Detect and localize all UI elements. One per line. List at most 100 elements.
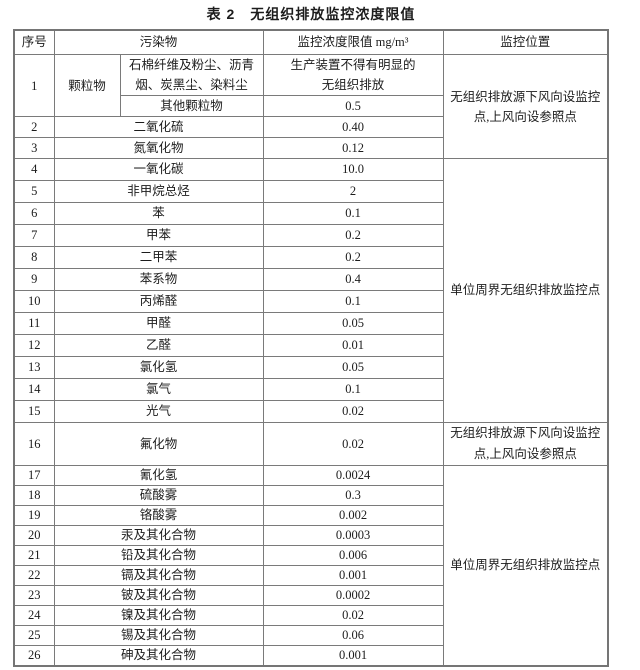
row-no: 12 [13,334,55,357]
col-header-limit: 监控浓度限值 mg/m³ [262,29,444,55]
pollutant-category: 颗粒物 [53,54,121,117]
table-row: 15 光气 0.02 [13,400,608,423]
row-no: 2 [13,116,55,138]
table-title: 表 2 无组织排放监控浓度限值 [206,6,416,22]
limit-value: 0.0002 [262,585,444,606]
pollutant-name: 氮氧化物 [53,137,264,159]
pollutant-name: 砷及其化合物 [53,645,264,667]
table-row: 4 一氧化碳 10.0 单位周界无组织排放监控点 [13,158,609,423]
row-no: 17 [13,465,55,486]
row-no: 22 [13,565,55,586]
limit-value: 0.01 [262,334,444,357]
table-row: 16 氟化物 0.02 无组织排放源下风向设监控点,上风向设参照点 [13,422,609,466]
row-no: 14 [13,378,55,401]
row-no: 5 [13,180,55,203]
col-header-location: 监控位置 [442,29,609,55]
row-no: 19 [13,505,55,526]
row-no: 13 [13,356,55,379]
pollutant-name: 二氧化硫 [53,116,264,138]
row-no: 24 [13,605,55,626]
location-cell: 单位周界无组织排放监控点 [442,465,609,667]
pollutant-name: 甲醛 [53,312,264,335]
row-no: 20 [13,525,55,546]
table-row: 20 汞及其化合物 0.0003 [13,525,608,546]
limit-value: 0.1 [262,378,444,401]
row-no: 6 [13,202,55,225]
limit-value: 0.02 [262,422,444,466]
table-row: 8 二甲苯 0.2 [13,246,608,269]
row-no: 8 [13,246,55,269]
row-no: 26 [13,645,55,667]
limit-value: 0.05 [262,356,444,379]
pollutant-name: 铬酸雾 [53,505,264,526]
header-row: 序号 污染物 监控浓度限值 mg/m³ 监控位置 [13,29,609,55]
limit-value: 0.02 [262,605,444,626]
limit-value: 0.2 [262,224,444,247]
pollutant-name: 乙醛 [53,334,264,357]
limit-value: 0.1 [262,290,444,313]
limit-value: 0.5 [262,95,444,117]
emission-limits-table: 序号 污染物 监控浓度限值 mg/m³ 监控位置 1 颗粒物 石棉纤维及粉尘、沥… [13,29,610,667]
pollutant-name: 镉及其化合物 [53,565,264,586]
pollutant-name: 苯系物 [53,268,264,291]
row-no: 23 [13,585,55,606]
table-row: 26 砷及其化合物 0.001 [13,645,608,667]
row-no: 10 [13,290,55,313]
row-no: 7 [13,224,55,247]
limit-value: 0.40 [262,116,444,138]
limit-value: 0.12 [262,137,444,159]
pollutant-name: 苯 [53,202,264,225]
pollutant-name: 锡及其化合物 [53,625,264,646]
table-row: 17 氰化氢 0.0024 单位周界无组织排放监控点 [13,465,609,667]
limit-value: 2 [262,180,444,203]
pollutant-name: 一氧化碳 [53,158,264,181]
row-no: 9 [13,268,55,291]
col-header-no: 序号 [13,29,55,55]
pollutant-name: 铍及其化合物 [53,585,264,606]
table-row: 12 乙醛 0.01 [13,334,608,357]
limit-value: 0.02 [262,400,444,423]
table-row: 7 甲苯 0.2 [13,224,608,247]
table-row: 13 氯化氢 0.05 [13,356,608,379]
table-row: 21 铅及其化合物 0.006 [13,545,608,566]
limit-value: 0.001 [262,645,444,667]
limit-value: 0.1 [262,202,444,225]
limit-value: 0.001 [262,565,444,586]
pollutant-name: 非甲烷总烃 [53,180,264,203]
limit-value: 0.0024 [262,465,444,486]
row-no: 16 [13,422,55,466]
table-row: 24 镍及其化合物 0.02 [13,605,608,626]
row-no: 11 [13,312,55,335]
pollutant-name: 氯化氢 [53,356,264,379]
limit-value: 0.0003 [262,525,444,546]
limit-value: 生产装置不得有明显的无组织排放 [262,54,444,96]
limit-value: 0.002 [262,505,444,526]
row-no: 1 [13,54,55,117]
pollutant-name: 铅及其化合物 [53,545,264,566]
pollutant-name: 石棉纤维及粉尘、沥青烟、炭黑尘、染料尘 [119,54,264,96]
row-no: 25 [13,625,55,646]
pollutant-name: 汞及其化合物 [53,525,264,546]
row-no: 15 [13,400,55,423]
limit-value: 0.2 [262,246,444,269]
pollutant-name: 丙烯醛 [53,290,264,313]
location-cell: 无组织排放源下风向设监控点,上风向设参照点 [442,422,609,466]
pollutant-name: 光气 [53,400,264,423]
pollutant-name: 甲苯 [53,224,264,247]
row-no: 18 [13,485,55,506]
table-row: 11 甲醛 0.05 [13,312,608,335]
limit-value: 10.0 [262,158,444,181]
location-cell: 单位周界无组织排放监控点 [442,158,609,423]
pollutant-name: 氰化氢 [53,465,264,486]
limit-value: 0.06 [262,625,444,646]
row-no: 21 [13,545,55,566]
pollutant-name: 二甲苯 [53,246,264,269]
limit-value: 0.006 [262,545,444,566]
table-row: 25 锡及其化合物 0.06 [13,625,608,646]
pollutant-name: 其他颗粒物 [119,95,264,117]
table-row: 1 颗粒物 石棉纤维及粉尘、沥青烟、炭黑尘、染料尘 生产装置不得有明显的无组织排… [13,54,609,159]
limit-value: 0.05 [262,312,444,335]
pollutant-name: 氟化物 [53,422,264,466]
row-no: 3 [13,137,55,159]
